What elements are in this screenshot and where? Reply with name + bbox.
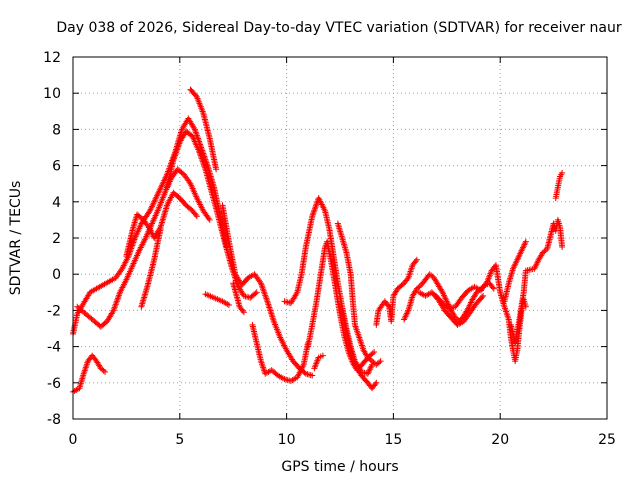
data-point [206,216,213,223]
x-tick-label: 15 [384,432,402,448]
y-tick-label: -8 [47,412,61,428]
data-point [377,358,384,365]
data-point [319,352,326,359]
data-point [385,302,392,309]
data-point [413,256,420,263]
y-tick-label: -6 [47,376,61,392]
data-point [192,211,199,218]
data-point [253,289,260,296]
y-tick-label: 6 [52,159,61,175]
x-tick-label: 10 [278,432,296,448]
axis-ticks: 0 5 10 15 20 25 -8 -6 -4 -2 0 2 4 6 8 10 12 [43,50,616,448]
data-point [225,301,232,308]
data-point [100,367,107,374]
y-tick-label: -4 [47,340,61,356]
data-point [371,349,378,356]
data-point [412,258,419,265]
data-point [369,350,376,357]
x-tick-label: 20 [491,432,509,448]
data-point [376,359,383,366]
data-point [490,285,497,292]
data-point [239,307,246,314]
data-point [489,284,496,291]
y-tick-label: -2 [47,303,61,319]
data-point [522,238,529,245]
chart-title: Day 038 of 2026, Sidereal Day-to-day VTE… [56,20,622,36]
y-tick-label: 8 [52,122,61,138]
x-tick-label: 5 [175,432,184,448]
y-tick-label: 12 [43,50,61,66]
data-point [479,294,486,301]
data-point [213,166,220,173]
data-point [309,372,316,379]
data-point [193,213,200,220]
data-point [252,290,259,297]
y-axis-label: SDTVAR / TECUs [8,181,24,296]
data-point [373,379,380,386]
data-point [480,292,487,299]
x-tick-label: 25 [598,432,616,448]
data-point [240,309,247,316]
data-point [559,169,566,176]
data-series [70,86,566,395]
data-point [102,368,109,375]
x-axis-label: GPS time / hours [281,459,398,475]
y-tick-label: 4 [52,195,61,211]
y-tick-label: 0 [52,267,61,283]
y-tick-label: 2 [52,231,61,247]
data-point [372,381,379,388]
plot-frame [72,56,608,420]
data-point [157,225,164,232]
x-tick-label: 0 [69,432,78,448]
data-point [559,244,566,251]
y-tick-label: 10 [43,86,61,102]
